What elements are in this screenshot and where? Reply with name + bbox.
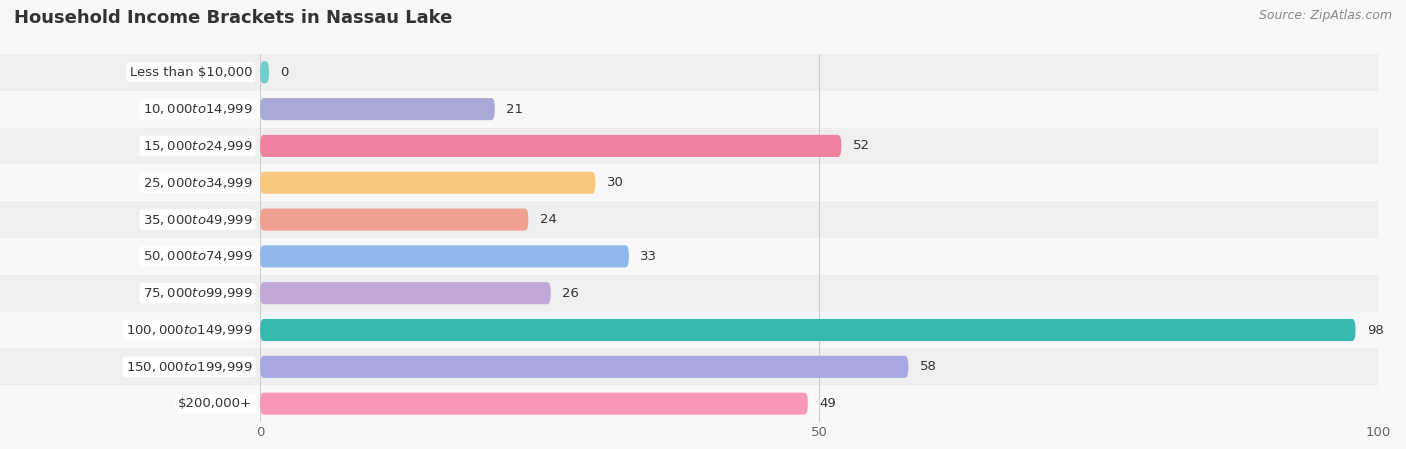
Text: Household Income Brackets in Nassau Lake: Household Income Brackets in Nassau Lake <box>14 9 453 27</box>
Text: $35,000 to $49,999: $35,000 to $49,999 <box>142 212 252 227</box>
Text: Source: ZipAtlas.com: Source: ZipAtlas.com <box>1258 9 1392 22</box>
Bar <box>0 275 260 312</box>
FancyBboxPatch shape <box>260 319 1355 341</box>
Bar <box>0 54 260 91</box>
Bar <box>0 238 260 275</box>
Bar <box>0 312 260 348</box>
Text: 0: 0 <box>280 66 288 79</box>
FancyBboxPatch shape <box>260 282 551 304</box>
Bar <box>260 201 1378 238</box>
Bar <box>0 348 260 385</box>
FancyBboxPatch shape <box>260 98 495 120</box>
Bar <box>260 312 1378 348</box>
Bar <box>260 164 1378 201</box>
Text: $15,000 to $24,999: $15,000 to $24,999 <box>142 139 252 153</box>
Text: $25,000 to $34,999: $25,000 to $34,999 <box>142 176 252 190</box>
Text: $50,000 to $74,999: $50,000 to $74,999 <box>142 249 252 264</box>
Text: Less than $10,000: Less than $10,000 <box>129 66 252 79</box>
Text: $150,000 to $199,999: $150,000 to $199,999 <box>125 360 252 374</box>
Text: 24: 24 <box>540 213 557 226</box>
Bar <box>260 91 1378 128</box>
Bar <box>0 385 260 422</box>
Text: 33: 33 <box>640 250 657 263</box>
Bar <box>0 128 260 164</box>
Text: 52: 52 <box>852 140 869 152</box>
Bar <box>260 238 1378 275</box>
Bar <box>0 91 260 128</box>
Text: $75,000 to $99,999: $75,000 to $99,999 <box>142 286 252 300</box>
Text: $200,000+: $200,000+ <box>179 397 252 410</box>
Text: 21: 21 <box>506 103 523 115</box>
Text: 58: 58 <box>920 361 936 373</box>
Text: 49: 49 <box>818 397 835 410</box>
Bar <box>260 385 1378 422</box>
FancyBboxPatch shape <box>260 135 841 157</box>
FancyBboxPatch shape <box>260 245 628 268</box>
Bar <box>0 164 260 201</box>
Bar <box>260 275 1378 312</box>
Bar <box>260 128 1378 164</box>
Text: $10,000 to $14,999: $10,000 to $14,999 <box>142 102 252 116</box>
Text: 30: 30 <box>606 176 623 189</box>
FancyBboxPatch shape <box>260 392 808 415</box>
Bar <box>0 201 260 238</box>
Bar <box>260 54 1378 91</box>
FancyBboxPatch shape <box>260 208 529 231</box>
Text: 26: 26 <box>562 287 579 299</box>
Text: $100,000 to $149,999: $100,000 to $149,999 <box>125 323 252 337</box>
FancyBboxPatch shape <box>260 172 596 194</box>
FancyBboxPatch shape <box>260 356 908 378</box>
Text: 98: 98 <box>1367 324 1384 336</box>
FancyBboxPatch shape <box>260 61 269 84</box>
Bar <box>260 348 1378 385</box>
